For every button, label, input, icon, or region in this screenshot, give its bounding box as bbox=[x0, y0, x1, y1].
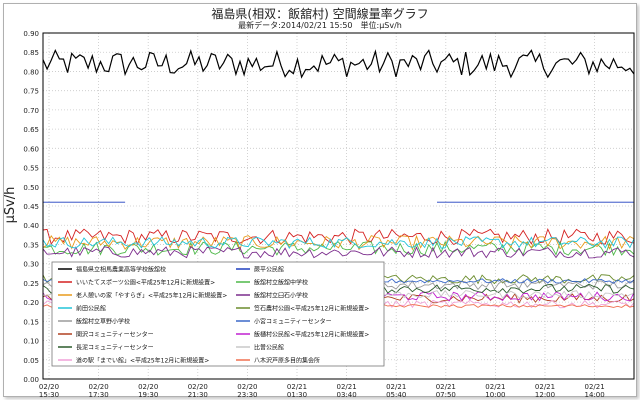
x-tick-time: 12:00 bbox=[535, 391, 555, 399]
series-line-3 bbox=[42, 240, 635, 257]
x-tick-date: 02/20 bbox=[39, 383, 59, 391]
y-tick-label: 0.50 bbox=[23, 184, 39, 192]
x-tick-time: 14:00 bbox=[585, 391, 605, 399]
legend-entry: 福島県立相馬農業高等学校飯舘校 bbox=[76, 266, 166, 274]
legend-entry: いいたてスポーツ公園<平成25年12月に新規設置> bbox=[76, 279, 215, 287]
legend-entry: 前田公民館 bbox=[76, 305, 106, 313]
x-tick-time: 03:40 bbox=[337, 391, 357, 399]
x-tick-time: 19:30 bbox=[138, 391, 158, 399]
y-tick-label: 0.85 bbox=[23, 49, 39, 57]
legend-entry: 笠石農村公園<平成25年12月に新規設置> bbox=[254, 305, 369, 313]
y-tick-label: 0.15 bbox=[23, 318, 39, 326]
y-axis-label: μSv/h bbox=[3, 187, 18, 224]
legend-entry: 飯舘村立飯舘中学校 bbox=[254, 279, 308, 287]
x-tick-time: 10:00 bbox=[485, 391, 505, 399]
y-tick-label: 0.90 bbox=[23, 30, 39, 38]
legend-entry: 道の駅「までい館」<平成25年12月に新規設置> bbox=[76, 357, 209, 365]
y-tick-label: 0.10 bbox=[23, 338, 39, 346]
series-line-4 bbox=[42, 234, 635, 251]
x-tick-time: 07:50 bbox=[436, 391, 456, 399]
series-line-5 bbox=[42, 245, 635, 259]
series-line-6 bbox=[42, 236, 635, 249]
y-tick-label: 0.80 bbox=[23, 68, 39, 76]
legend-entry: 八木沢芦原多目的集会所 bbox=[254, 357, 320, 365]
chart-subtitle: 最新データ:2014/02/21 15:50 単位:μSv/h bbox=[238, 21, 402, 30]
legend-entry: 蕨平公民館 bbox=[254, 266, 284, 274]
x-tick-time: 05:40 bbox=[386, 391, 406, 399]
x-tick-date: 02/20 bbox=[138, 383, 158, 391]
y-tick-label: 0.40 bbox=[23, 222, 39, 230]
y-ticks: 0.00 0.05 0.10 0.15 0.20 0.25 0.30 0.35 0.40 0.45… bbox=[23, 30, 39, 384]
series-line-2 bbox=[42, 227, 635, 246]
y-tick-label: 0.25 bbox=[23, 280, 39, 288]
y-tick-label: 0.60 bbox=[23, 145, 39, 153]
legend-entry: 関沢コミュニティーセンター bbox=[76, 331, 154, 339]
y-tick-label: 0.45 bbox=[23, 203, 39, 211]
chart-title: 福島県(相双：飯舘村) 空間線量率グラフ bbox=[211, 7, 429, 21]
x-tick-time: 01:30 bbox=[287, 391, 307, 399]
x-tick-date: 02/21 bbox=[535, 383, 555, 391]
legend-entry: 老人憩いの家「やすらぎ」<平成25年12月に新規設置> bbox=[76, 292, 227, 300]
legend-entry: 比曽公民館 bbox=[254, 344, 284, 352]
y-tick-label: 0.70 bbox=[23, 107, 39, 115]
x-tick-date: 02/21 bbox=[485, 383, 505, 391]
x-tick-date: 02/21 bbox=[337, 383, 357, 391]
legend: 福島県立相馬農業高等学校飯舘校 蕨平公民館いいたてスポーツ公園<平成25年12月に… bbox=[51, 261, 385, 367]
x-tick-date: 02/21 bbox=[436, 383, 456, 391]
plot-border bbox=[42, 32, 635, 380]
y-tick-label: 0.00 bbox=[23, 376, 39, 384]
y-tick-label: 0.05 bbox=[23, 357, 39, 365]
legend-entry: 飯舘村立草野小学校 bbox=[76, 318, 130, 326]
x-tick-time: 15:30 bbox=[39, 391, 59, 399]
x-tick-time: 21:30 bbox=[188, 391, 208, 399]
y-tick-label: 0.55 bbox=[23, 165, 39, 173]
y-tick-label: 0.65 bbox=[23, 126, 39, 134]
x-tick-date: 02/20 bbox=[89, 383, 109, 391]
legend-entry: 長泥コミュニティーセンター bbox=[76, 344, 154, 352]
legend-entry: 飯舘村立臼石小学校 bbox=[254, 292, 308, 300]
x-tick-date: 02/21 bbox=[386, 383, 406, 391]
x-ticks: 02/2015:3002/2017:3002/2019:3002/2021:30… bbox=[39, 383, 605, 399]
legend-entry: 飯樋村公民館<平成25年12月に新規設置> bbox=[254, 331, 369, 339]
x-tick-time: 23:30 bbox=[237, 391, 257, 399]
y-tick-label: 0.75 bbox=[23, 88, 39, 96]
x-tick-date: 02/21 bbox=[287, 383, 307, 391]
legend-box bbox=[51, 261, 385, 367]
y-tick-label: 0.35 bbox=[23, 241, 39, 249]
x-tick-time: 17:30 bbox=[89, 391, 109, 399]
x-tick-date: 02/20 bbox=[237, 383, 257, 391]
x-tick-date: 02/20 bbox=[188, 383, 208, 391]
series-line-0 bbox=[42, 48, 635, 79]
y-tick-label: 0.30 bbox=[23, 261, 39, 269]
legend-entry: 小宮コミュニティーセンター bbox=[254, 318, 332, 326]
x-tick-date: 02/21 bbox=[585, 383, 605, 391]
y-tick-label: 0.20 bbox=[23, 299, 39, 307]
